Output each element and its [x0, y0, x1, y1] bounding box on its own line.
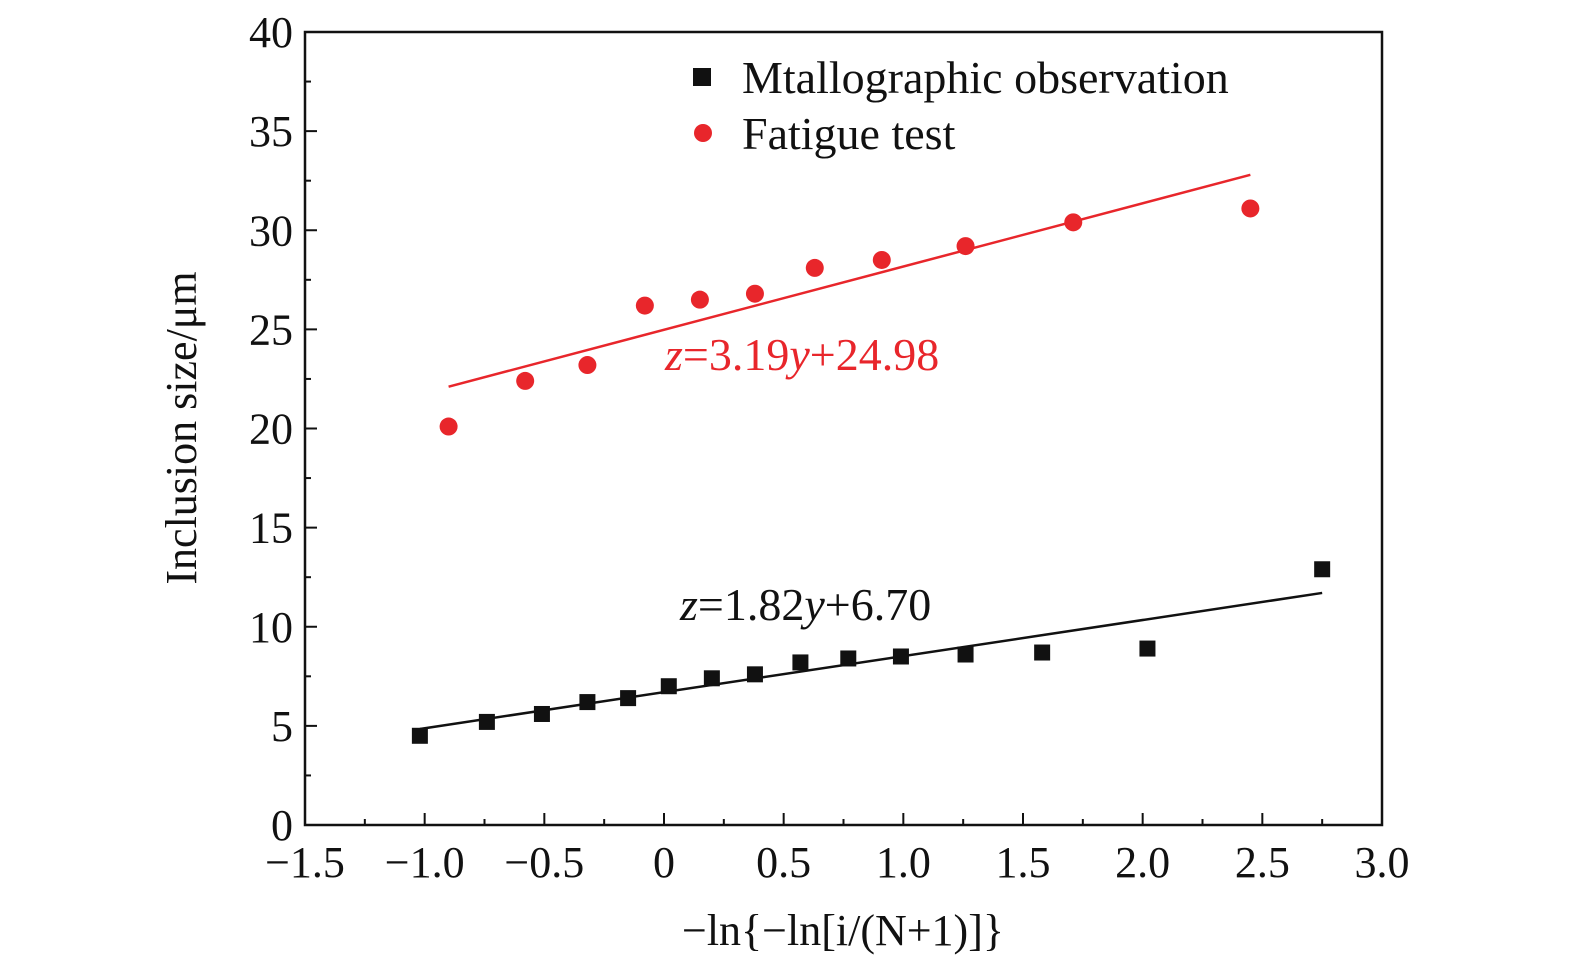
x-tick-label: 1.0: [876, 838, 931, 887]
legend: Mtallographic observation Fatigue test: [693, 52, 1229, 159]
x-tick-label: −1.5: [265, 838, 345, 887]
eq-fatigue-y: y: [785, 329, 810, 380]
y-tick-label: 0: [271, 801, 293, 850]
data-points: [411, 199, 1331, 744]
fit-equation-metallographic: z=1.82y+6.70: [679, 579, 931, 630]
point-metallographic: [840, 650, 857, 667]
eq-metallographic-rhs1: =1.82: [698, 579, 804, 630]
point-metallographic: [660, 678, 677, 695]
y-tick-label: 10: [249, 603, 293, 652]
point-metallographic: [620, 690, 637, 707]
y-tick-label: 20: [249, 405, 293, 454]
x-tick-label: 0: [653, 838, 675, 887]
x-axis-label: −ln{−ln[i/(N+1)]}: [682, 906, 1004, 955]
point-metallographic: [792, 654, 809, 671]
point-metallographic: [1139, 640, 1156, 657]
point-fatigue: [805, 258, 824, 277]
x-tick-label: −0.5: [504, 838, 584, 887]
point-fatigue: [1241, 199, 1260, 218]
point-fatigue: [956, 237, 975, 256]
point-fatigue: [1064, 213, 1083, 232]
eq-metallographic-y: y: [800, 579, 825, 630]
legend-marker-fatigue: [694, 124, 712, 142]
x-tick-label: 2.0: [1115, 838, 1170, 887]
point-metallographic: [1034, 644, 1051, 661]
eq-fatigue-rhs2: +24.98: [810, 329, 939, 380]
point-metallographic: [533, 705, 550, 722]
eq-metallographic-rhs2: +6.70: [825, 579, 931, 630]
point-fatigue: [578, 356, 597, 375]
x-tick-label: 1.5: [996, 838, 1051, 887]
y-tick-label: 40: [249, 8, 293, 57]
fit-equation-fatigue: z=3.19y+24.98: [664, 329, 939, 380]
x-tick-label: 3.0: [1355, 838, 1410, 887]
y-tick-label: 30: [249, 206, 293, 255]
y-tick-label: 25: [249, 305, 293, 354]
point-fatigue: [872, 250, 891, 269]
fit-line-fatigue: [448, 173, 1251, 388]
point-metallographic: [478, 713, 495, 730]
eq-fatigue-z: z: [664, 329, 683, 380]
point-fatigue: [745, 284, 764, 303]
point-metallographic: [411, 727, 428, 744]
legend-marker-metallographic: [693, 68, 711, 86]
y-tick-label: 35: [249, 107, 293, 156]
legend-label-fatigue: Fatigue test: [742, 108, 956, 159]
point-fatigue: [439, 417, 458, 436]
point-metallographic: [746, 666, 763, 683]
point-fatigue: [690, 290, 709, 309]
y-axis-label: Inclusion size/μm: [157, 271, 206, 584]
point-fatigue: [516, 371, 535, 390]
x-tick-label: −1.0: [385, 838, 465, 887]
eq-fatigue-rhs1: =3.19: [683, 329, 789, 380]
point-metallographic: [579, 694, 596, 711]
point-metallographic: [957, 646, 974, 663]
fit-line-metallographic: [419, 591, 1323, 731]
point-fatigue: [635, 296, 654, 315]
point-metallographic: [892, 648, 909, 665]
y-tick-label: 15: [249, 504, 293, 553]
legend-label-metallographic: Mtallographic observation: [742, 52, 1229, 103]
y-tick-label: 5: [271, 702, 293, 751]
x-tick-label: 2.5: [1235, 838, 1290, 887]
eq-metallographic-z: z: [679, 579, 698, 630]
point-metallographic: [1314, 561, 1331, 578]
y-axis: 0 5 10 15 20 25 30 35 40: [249, 8, 317, 850]
point-metallographic: [703, 670, 720, 687]
fit-lines: [419, 173, 1323, 731]
x-tick-label: 0.5: [756, 838, 811, 887]
x-axis: −1.5 −1.0 −0.5 0 0.5 1.0 1.5 2.0 2.5 3.0: [265, 813, 1410, 887]
